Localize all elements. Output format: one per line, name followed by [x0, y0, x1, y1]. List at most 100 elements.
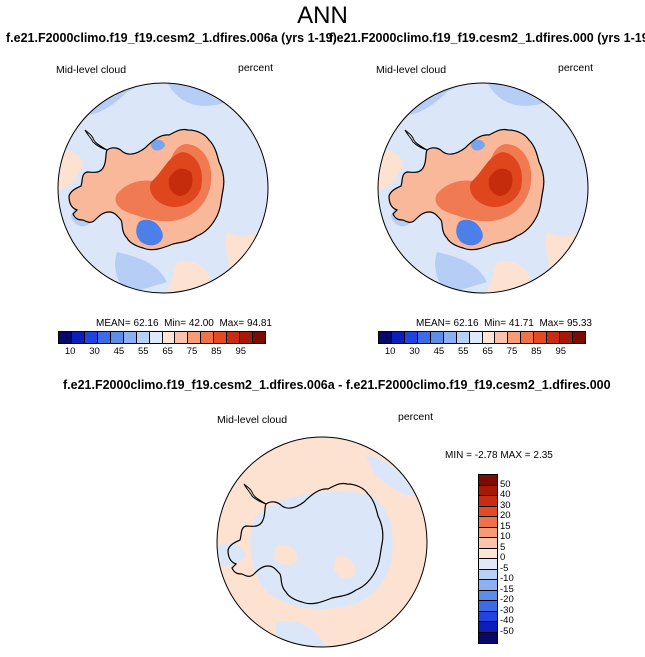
antarctica-coastline: [388, 128, 545, 251]
colorbar-swatch: [201, 332, 215, 343]
panel-1-colorbar: [58, 331, 266, 344]
panel-2-colorbar: [378, 331, 586, 344]
colorbar-swatch: [479, 538, 497, 549]
colorbar-swatch: [479, 475, 497, 486]
colorbar-swatch: [479, 506, 497, 517]
cloud-region: [471, 139, 485, 151]
panel-1-units-label: percent: [238, 62, 274, 74]
colorbar-swatch: [175, 332, 189, 343]
colorbar-tick-label: 50: [500, 478, 511, 490]
panel-3-colorbar-ticks: 50 40 30 20 15 10 5 0 -5 -10 -15 -20 -30 -40 -50: [500, 474, 530, 644]
map-field: [217, 437, 427, 647]
panel-3-polar-map: [216, 436, 428, 648]
colorbar-swatch: [84, 332, 98, 343]
antarctica-coastline: [227, 482, 384, 605]
colorbar-tick-label: -10: [500, 573, 514, 584]
panel-3-title: f.e21.F2000climo.f19_f19.cesm2_1.dfires.…: [63, 378, 611, 392]
colorbar-swatch: [162, 332, 176, 343]
colorbar-swatch: [479, 485, 497, 496]
peninsula-coastline: [243, 483, 267, 505]
panel-1-stats: MEAN= 62.16 Min= 42.00 Max= 94.81: [96, 318, 272, 329]
colorbar-tick-label: -15: [500, 583, 514, 595]
colorbar-swatch: [123, 332, 137, 343]
colorbar-swatch: [469, 332, 483, 343]
cloud-region: [274, 544, 298, 566]
colorbar-swatch: [71, 332, 85, 343]
map-boundary: [57, 82, 269, 294]
colorbar-swatch: [479, 590, 497, 601]
cloud-region: [115, 252, 167, 293]
cloud-region: [167, 261, 210, 293]
colorbar-tick-label: -50: [500, 625, 514, 637]
colorbar-tick-label: 95: [235, 346, 247, 357]
colorbar-tick-label: 10: [384, 346, 396, 357]
colorbar-swatch: [240, 332, 254, 343]
colorbar-swatch: [404, 332, 418, 343]
colorbar-swatch: [560, 332, 574, 343]
peninsula-coastline: [84, 129, 108, 151]
cloud-region: [58, 150, 83, 192]
panel-2-stats: MEAN= 62.16 Min= 41.71 Max= 95.33: [416, 318, 592, 329]
colorbar-swatch: [479, 569, 497, 580]
map-boundary: [377, 82, 589, 294]
panel-3-stats: MIN = -2.78 MAX = 2.35: [445, 450, 553, 461]
colorbar-swatch: [479, 580, 497, 591]
colorbar-tick-label: 0: [500, 552, 506, 563]
colorbar-tick-label: 65: [162, 346, 173, 357]
colorbar-swatch: [253, 332, 265, 343]
panel-3-units-label: percent: [398, 411, 434, 423]
colorbar-tick-label: 40: [500, 489, 511, 500]
cloud-region: [136, 219, 163, 246]
colorbar-swatch: [479, 559, 497, 570]
colorbar-swatch: [521, 332, 535, 343]
cloud-region: [217, 543, 246, 566]
panel-2-title: f.e21.F2000climo.f19_f19.cesm2_1.dfires.…: [329, 31, 645, 45]
colorbar-swatch: [443, 332, 457, 343]
colorbar-tick-label: 5: [500, 541, 506, 553]
colorbar-swatch: [97, 332, 111, 343]
colorbar-tick-label: -30: [500, 604, 514, 616]
cloud-region: [435, 252, 487, 293]
colorbar-tick-label: 10: [64, 346, 76, 357]
colorbar-swatch: [479, 622, 497, 633]
cloud-region: [487, 261, 530, 293]
colorbar-tick-label: 20: [500, 510, 511, 521]
colorbar-swatch: [573, 332, 585, 343]
panel-2-units-label: percent: [558, 62, 594, 74]
colorbar-tick-label: 55: [458, 346, 469, 357]
colorbar-tick-label: 30: [409, 346, 420, 357]
colorbar-tick-label: 15: [500, 520, 511, 532]
panel-1-colorbar-ticks: 10 30 45 55 65 75 85 95: [58, 346, 253, 357]
panel-1-variable-label: Mid-level cloud: [56, 64, 127, 76]
colorbar-tick-label: -20: [500, 594, 514, 605]
colorbar-tick-label: 95: [555, 346, 567, 357]
colorbar-swatch: [379, 332, 392, 343]
colorbar-swatch: [479, 601, 497, 612]
colorbar-tick-label: 85: [531, 346, 542, 357]
figure-title: ANN: [297, 2, 348, 29]
colorbar-swatch: [479, 611, 497, 622]
colorbar-swatch: [59, 332, 72, 343]
colorbar-swatch: [417, 332, 431, 343]
colorbar-swatch: [534, 332, 548, 343]
colorbar-swatch: [110, 332, 124, 343]
colorbar-swatch: [479, 548, 497, 559]
colorbar-tick-label: 65: [482, 346, 493, 357]
cloud-region: [488, 168, 513, 196]
cloud-region: [334, 555, 355, 579]
colorbar-swatch: [479, 632, 497, 643]
colorbar-swatch: [456, 332, 470, 343]
colorbar-tick-label: 55: [138, 346, 149, 357]
panel-3-colorbar: [478, 474, 498, 644]
colorbar-swatch: [430, 332, 444, 343]
colorbar-swatch: [479, 527, 497, 538]
panel-2-colorbar-ticks: 10 30 45 55 65 75 85 95: [378, 346, 573, 357]
colorbar-swatch: [508, 332, 522, 343]
panel-2-polar-map: [377, 82, 589, 294]
colorbar-swatch: [214, 332, 228, 343]
antarctica-coastline: [68, 128, 225, 251]
colorbar-tick-label: 75: [186, 346, 198, 357]
colorbar-swatch: [227, 332, 241, 343]
colorbar-swatch: [479, 496, 497, 507]
colorbar-tick-label: 45: [113, 346, 125, 357]
